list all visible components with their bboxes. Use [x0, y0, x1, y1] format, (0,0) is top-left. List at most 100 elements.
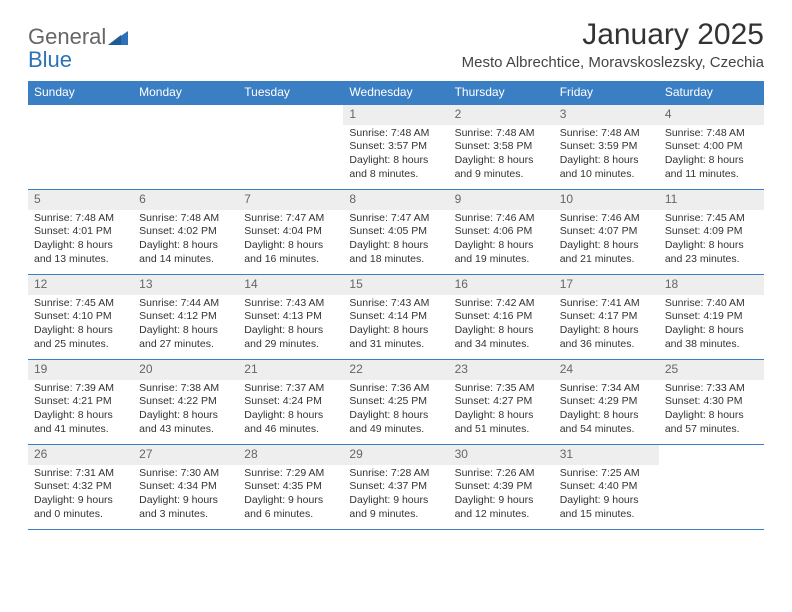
day-details: Sunrise: 7:39 AMSunset: 4:21 PMDaylight:…	[28, 380, 133, 441]
sunset-line: Sunset: 4:00 PM	[665, 140, 758, 154]
sunrise-line: Sunrise: 7:43 AM	[349, 297, 442, 311]
sunset-line: Sunset: 4:27 PM	[455, 395, 548, 409]
sunrise-line: Sunrise: 7:45 AM	[665, 212, 758, 226]
day-cell: 4Sunrise: 7:48 AMSunset: 4:00 PMDaylight…	[659, 105, 764, 189]
sunrise-line: Sunrise: 7:48 AM	[139, 212, 232, 226]
week-row: 12Sunrise: 7:45 AMSunset: 4:10 PMDayligh…	[28, 274, 764, 359]
day-cell: 16Sunrise: 7:42 AMSunset: 4:16 PMDayligh…	[449, 275, 554, 359]
day-cell: 9Sunrise: 7:46 AMSunset: 4:06 PMDaylight…	[449, 190, 554, 274]
day-details: Sunrise: 7:47 AMSunset: 4:04 PMDaylight:…	[238, 210, 343, 271]
day-details: Sunrise: 7:48 AMSunset: 3:57 PMDaylight:…	[343, 125, 448, 186]
sunrise-line: Sunrise: 7:29 AM	[244, 467, 337, 481]
day-cell: 6Sunrise: 7:48 AMSunset: 4:02 PMDaylight…	[133, 190, 238, 274]
day-number: 16	[449, 275, 554, 295]
day-details: Sunrise: 7:35 AMSunset: 4:27 PMDaylight:…	[449, 380, 554, 441]
sunset-line: Sunset: 3:59 PM	[560, 140, 653, 154]
sunset-line: Sunset: 4:34 PM	[139, 480, 232, 494]
day-number: 7	[238, 190, 343, 210]
day-details: Sunrise: 7:45 AMSunset: 4:09 PMDaylight:…	[659, 210, 764, 271]
weekday-sunday: Sunday	[28, 81, 133, 104]
day-number: 22	[343, 360, 448, 380]
sunrise-line: Sunrise: 7:46 AM	[455, 212, 548, 226]
day-details: Sunrise: 7:28 AMSunset: 4:37 PMDaylight:…	[343, 465, 448, 526]
daylight-line: Daylight: 8 hours and 46 minutes.	[244, 409, 337, 436]
day-details: Sunrise: 7:43 AMSunset: 4:13 PMDaylight:…	[238, 295, 343, 356]
weeks-container: 1Sunrise: 7:48 AMSunset: 3:57 PMDaylight…	[28, 104, 764, 530]
day-cell	[659, 445, 764, 529]
day-cell: 29Sunrise: 7:28 AMSunset: 4:37 PMDayligh…	[343, 445, 448, 529]
day-number: 5	[28, 190, 133, 210]
day-details: Sunrise: 7:38 AMSunset: 4:22 PMDaylight:…	[133, 380, 238, 441]
day-cell: 23Sunrise: 7:35 AMSunset: 4:27 PMDayligh…	[449, 360, 554, 444]
sunset-line: Sunset: 4:12 PM	[139, 310, 232, 324]
day-number: 19	[28, 360, 133, 380]
sunset-line: Sunset: 4:01 PM	[34, 225, 127, 239]
daylight-line: Daylight: 8 hours and 38 minutes.	[665, 324, 758, 351]
day-number: 26	[28, 445, 133, 465]
sunset-line: Sunset: 4:19 PM	[665, 310, 758, 324]
week-row: 26Sunrise: 7:31 AMSunset: 4:32 PMDayligh…	[28, 444, 764, 530]
day-number: 10	[554, 190, 659, 210]
sunrise-line: Sunrise: 7:41 AM	[560, 297, 653, 311]
daylight-line: Daylight: 8 hours and 49 minutes.	[349, 409, 442, 436]
sunset-line: Sunset: 4:25 PM	[349, 395, 442, 409]
sunset-line: Sunset: 4:32 PM	[34, 480, 127, 494]
sunset-line: Sunset: 4:40 PM	[560, 480, 653, 494]
day-number: 31	[554, 445, 659, 465]
sunrise-line: Sunrise: 7:46 AM	[560, 212, 653, 226]
day-details: Sunrise: 7:47 AMSunset: 4:05 PMDaylight:…	[343, 210, 448, 271]
sunrise-line: Sunrise: 7:48 AM	[34, 212, 127, 226]
sunrise-line: Sunrise: 7:33 AM	[665, 382, 758, 396]
day-details: Sunrise: 7:46 AMSunset: 4:06 PMDaylight:…	[449, 210, 554, 271]
daylight-line: Daylight: 8 hours and 16 minutes.	[244, 239, 337, 266]
sunset-line: Sunset: 4:13 PM	[244, 310, 337, 324]
day-number: 27	[133, 445, 238, 465]
day-cell: 27Sunrise: 7:30 AMSunset: 4:34 PMDayligh…	[133, 445, 238, 529]
daylight-line: Daylight: 8 hours and 19 minutes.	[455, 239, 548, 266]
daylight-line: Daylight: 8 hours and 41 minutes.	[34, 409, 127, 436]
sunset-line: Sunset: 4:14 PM	[349, 310, 442, 324]
day-cell: 18Sunrise: 7:40 AMSunset: 4:19 PMDayligh…	[659, 275, 764, 359]
daylight-line: Daylight: 9 hours and 6 minutes.	[244, 494, 337, 521]
daylight-line: Daylight: 8 hours and 11 minutes.	[665, 154, 758, 181]
logo: GeneralBlue	[28, 18, 128, 73]
day-number: 13	[133, 275, 238, 295]
day-details: Sunrise: 7:48 AMSunset: 4:02 PMDaylight:…	[133, 210, 238, 271]
daylight-line: Daylight: 8 hours and 27 minutes.	[139, 324, 232, 351]
day-number: 21	[238, 360, 343, 380]
daylight-line: Daylight: 8 hours and 9 minutes.	[455, 154, 548, 181]
daylight-line: Daylight: 9 hours and 15 minutes.	[560, 494, 653, 521]
daylight-line: Daylight: 8 hours and 31 minutes.	[349, 324, 442, 351]
day-number: 6	[133, 190, 238, 210]
sunset-line: Sunset: 3:57 PM	[349, 140, 442, 154]
day-details: Sunrise: 7:31 AMSunset: 4:32 PMDaylight:…	[28, 465, 133, 526]
daylight-line: Daylight: 8 hours and 13 minutes.	[34, 239, 127, 266]
daylight-line: Daylight: 9 hours and 0 minutes.	[34, 494, 127, 521]
day-cell: 17Sunrise: 7:41 AMSunset: 4:17 PMDayligh…	[554, 275, 659, 359]
day-details: Sunrise: 7:42 AMSunset: 4:16 PMDaylight:…	[449, 295, 554, 356]
day-cell: 25Sunrise: 7:33 AMSunset: 4:30 PMDayligh…	[659, 360, 764, 444]
sunrise-line: Sunrise: 7:31 AM	[34, 467, 127, 481]
weekday-thursday: Thursday	[449, 81, 554, 104]
day-number: 14	[238, 275, 343, 295]
day-number: 30	[449, 445, 554, 465]
week-row: 19Sunrise: 7:39 AMSunset: 4:21 PMDayligh…	[28, 359, 764, 444]
daylight-line: Daylight: 8 hours and 29 minutes.	[244, 324, 337, 351]
sunset-line: Sunset: 4:24 PM	[244, 395, 337, 409]
day-details: Sunrise: 7:41 AMSunset: 4:17 PMDaylight:…	[554, 295, 659, 356]
day-details: Sunrise: 7:48 AMSunset: 4:01 PMDaylight:…	[28, 210, 133, 271]
sunrise-line: Sunrise: 7:42 AM	[455, 297, 548, 311]
day-number: 24	[554, 360, 659, 380]
day-details: Sunrise: 7:29 AMSunset: 4:35 PMDaylight:…	[238, 465, 343, 526]
day-details: Sunrise: 7:48 AMSunset: 4:00 PMDaylight:…	[659, 125, 764, 186]
weekday-wednesday: Wednesday	[343, 81, 448, 104]
sunset-line: Sunset: 4:21 PM	[34, 395, 127, 409]
day-details: Sunrise: 7:44 AMSunset: 4:12 PMDaylight:…	[133, 295, 238, 356]
day-cell: 1Sunrise: 7:48 AMSunset: 3:57 PMDaylight…	[343, 105, 448, 189]
sunrise-line: Sunrise: 7:43 AM	[244, 297, 337, 311]
sunrise-line: Sunrise: 7:38 AM	[139, 382, 232, 396]
daylight-line: Daylight: 8 hours and 51 minutes.	[455, 409, 548, 436]
logo-text-1: General	[28, 24, 106, 49]
day-cell: 30Sunrise: 7:26 AMSunset: 4:39 PMDayligh…	[449, 445, 554, 529]
sunset-line: Sunset: 4:06 PM	[455, 225, 548, 239]
